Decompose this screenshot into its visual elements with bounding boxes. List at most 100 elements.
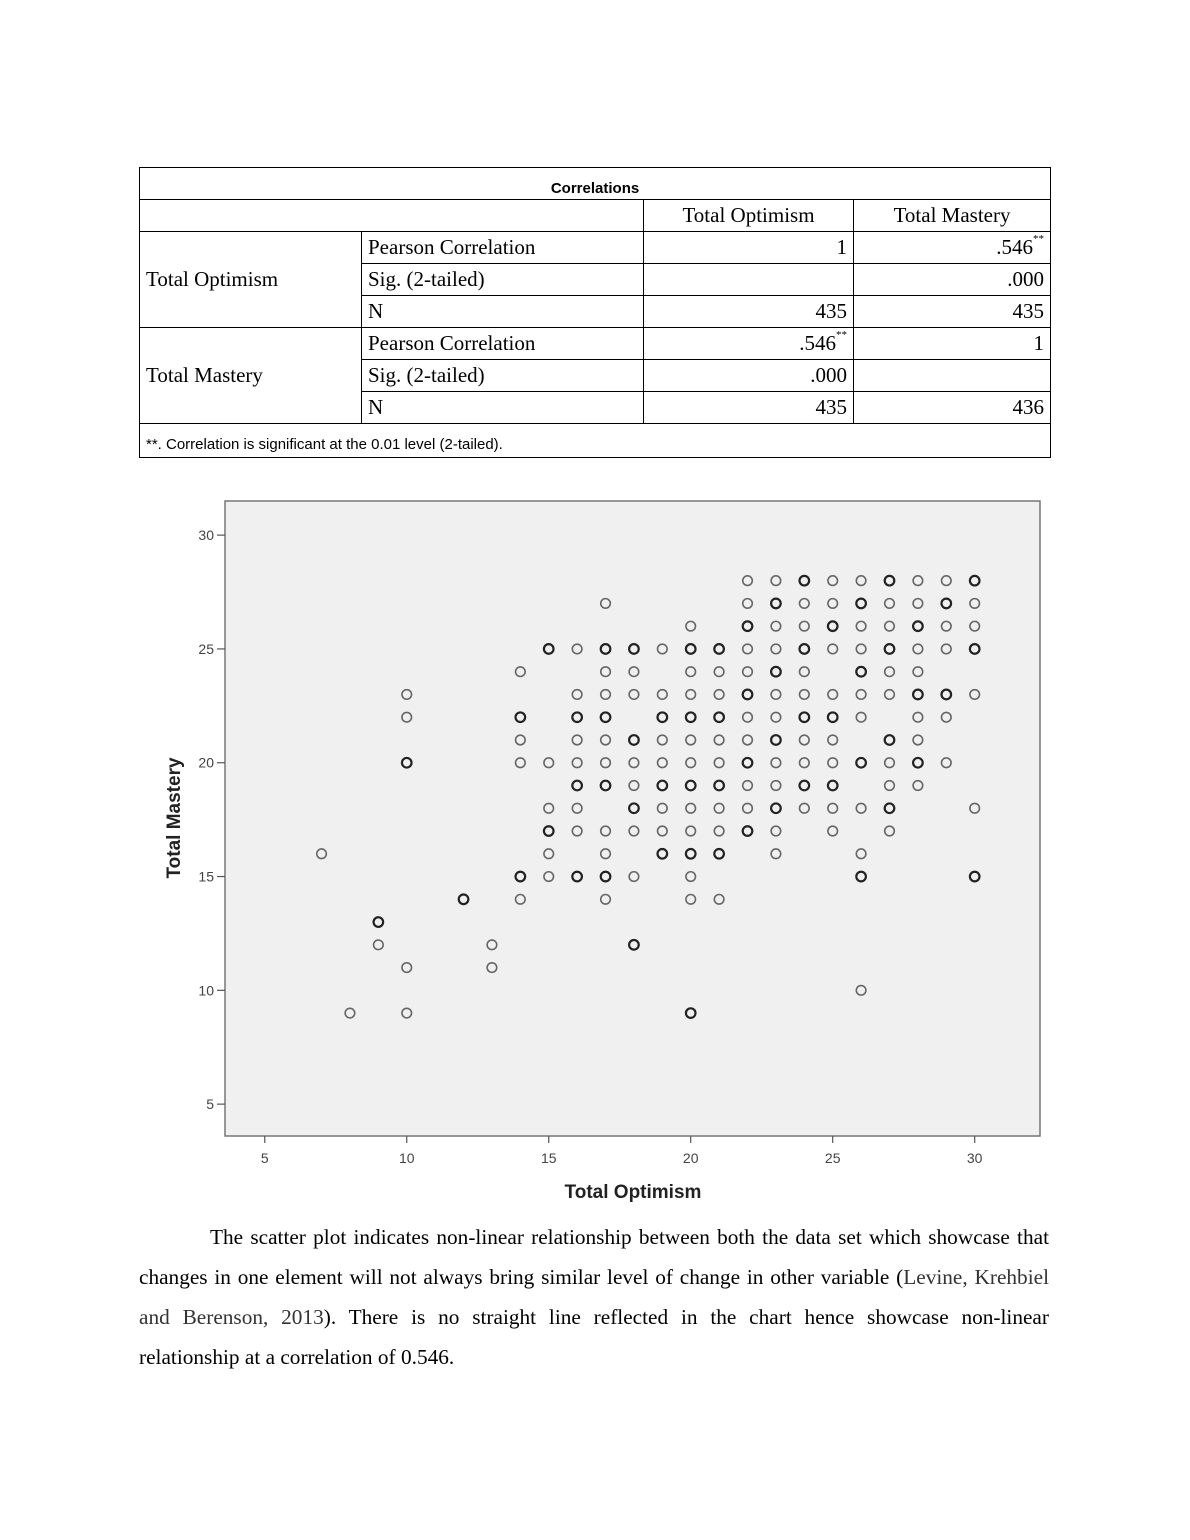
stat-label: N <box>361 295 644 328</box>
data-point <box>855 575 867 587</box>
data-point <box>883 574 896 587</box>
data-point <box>628 870 640 883</box>
data-point <box>770 757 782 769</box>
data-point <box>628 938 640 951</box>
data-point <box>571 779 584 792</box>
data-point <box>486 961 498 974</box>
data-point <box>599 734 612 746</box>
data-point <box>741 575 754 587</box>
data-point <box>628 779 640 792</box>
scatter-chart: 5 10 15 20 25 30 5 10 15 20 25 30 Total Optimism To… <box>164 500 1041 1203</box>
table-row: Total Optimism Pearson Correlation 1 .54… <box>139 231 1052 328</box>
data-point <box>883 779 896 792</box>
data-point <box>628 666 640 678</box>
data-point <box>315 848 328 860</box>
data-point <box>827 825 839 837</box>
data-point <box>798 688 810 701</box>
data-point <box>571 802 583 814</box>
data-point <box>911 620 924 633</box>
data-point <box>599 848 612 860</box>
data-point <box>599 643 612 655</box>
data-point <box>713 711 726 724</box>
data-point <box>400 756 413 769</box>
data-point <box>571 643 583 655</box>
data-point <box>770 802 782 815</box>
group-label: Total Mastery <box>139 327 362 424</box>
data-point <box>770 575 782 587</box>
data-point <box>855 620 867 632</box>
data-point <box>912 711 924 723</box>
data-point <box>514 870 527 883</box>
data-point <box>543 802 555 814</box>
data-point <box>684 1007 697 1019</box>
data-point <box>713 757 725 769</box>
data-point <box>741 802 754 814</box>
data-point <box>855 643 867 655</box>
data-point <box>685 734 697 746</box>
data-point <box>599 870 612 883</box>
data-point <box>542 825 555 837</box>
table-title: Correlations <box>138 167 1052 200</box>
y-axis-label: Total Mastery <box>164 757 185 879</box>
data-point <box>826 779 839 792</box>
data-point <box>571 711 584 724</box>
data-point <box>855 848 867 860</box>
data-point <box>827 575 839 587</box>
data-point <box>798 757 810 769</box>
data-point <box>798 802 810 814</box>
data-point <box>684 711 697 724</box>
data-point <box>741 711 754 723</box>
data-point <box>684 847 697 860</box>
data-point <box>599 597 612 610</box>
data-point <box>770 597 782 610</box>
data-point <box>401 961 413 974</box>
data-point <box>542 643 555 655</box>
data-point <box>912 734 924 746</box>
data-point <box>543 870 555 883</box>
data-point <box>599 688 612 701</box>
data-point <box>741 688 754 701</box>
data-point <box>514 734 526 746</box>
data-point <box>656 734 668 746</box>
data-point <box>656 825 668 837</box>
data-point <box>599 825 612 837</box>
data-point <box>798 734 810 746</box>
data-point <box>883 688 896 701</box>
cell-value: .546** <box>643 327 854 360</box>
y-tick-label: 30 <box>198 527 214 543</box>
data-point <box>599 893 612 905</box>
cell-value <box>643 263 854 296</box>
data-point <box>827 597 839 610</box>
data-point <box>883 666 896 678</box>
data-point <box>713 734 725 746</box>
data-point <box>457 893 470 906</box>
data-point <box>685 688 697 701</box>
table-row: N 435 435 <box>140 295 1052 328</box>
header-total-optimism: Total Optimism <box>643 199 854 232</box>
data-point <box>571 825 583 837</box>
data-point <box>855 756 867 769</box>
table-row: Sig. (2-tailed) .000 <box>140 359 1052 392</box>
data-point <box>940 620 952 632</box>
data-point <box>968 870 981 883</box>
data-point <box>911 756 924 769</box>
data-point <box>940 643 952 655</box>
data-point <box>628 734 640 746</box>
data-point <box>826 620 839 633</box>
data-point <box>685 825 697 837</box>
data-point <box>770 825 782 837</box>
stat-label: Pearson Correlation <box>361 231 644 264</box>
data-point <box>486 939 498 951</box>
data-point <box>883 597 896 610</box>
y-tick-label: 20 <box>198 755 214 771</box>
data-point <box>741 666 754 678</box>
cell-value: 1 <box>643 231 854 264</box>
plot-area <box>224 500 1041 1137</box>
data-point <box>344 1007 356 1019</box>
data-point <box>855 665 867 678</box>
x-axis-label: Total Optimism <box>565 1182 702 1203</box>
data-point <box>713 779 726 792</box>
data-point <box>855 711 867 723</box>
data-point <box>770 643 782 655</box>
body-paragraph: The scatter plot indicates non-linear re… <box>139 1217 1049 1377</box>
